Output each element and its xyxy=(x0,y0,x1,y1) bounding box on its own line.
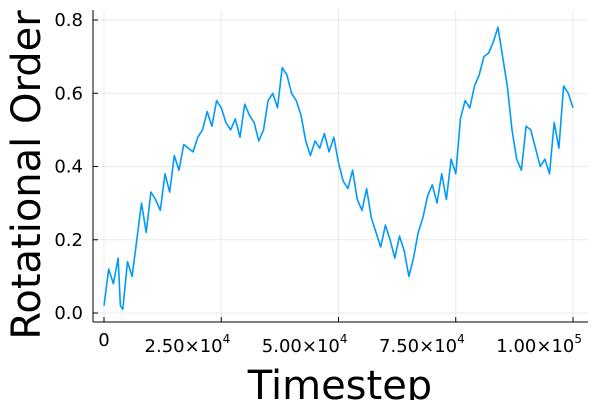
y-tick-label: 0.0 xyxy=(54,303,83,324)
y-tick-label: 0.2 xyxy=(54,230,83,251)
y-tick-label: 0.4 xyxy=(54,157,83,178)
y-axis-ticks: 0.0 0.2 0.4 0.6 0.8 xyxy=(54,10,98,324)
x-tick-label: 5.00×104 xyxy=(262,332,348,357)
y-tick-label: 0.6 xyxy=(54,83,83,104)
x-tick-label: 7.50×104 xyxy=(379,332,465,357)
x-tick-label: 2.50×104 xyxy=(145,332,231,357)
y-tick-label: 0.8 xyxy=(54,10,83,31)
grid-lines xyxy=(93,10,588,322)
x-axis-label: Timestep xyxy=(247,363,432,400)
x-tick-label: 0 xyxy=(98,330,109,351)
series-line xyxy=(103,26,574,311)
x-axis-ticks: 0 2.50×104 5.00×104 7.50×104 1.00×105 xyxy=(98,317,582,357)
y-axis-label: Rotational Order xyxy=(4,10,50,340)
x-tick-label: 1.00×105 xyxy=(496,332,582,357)
